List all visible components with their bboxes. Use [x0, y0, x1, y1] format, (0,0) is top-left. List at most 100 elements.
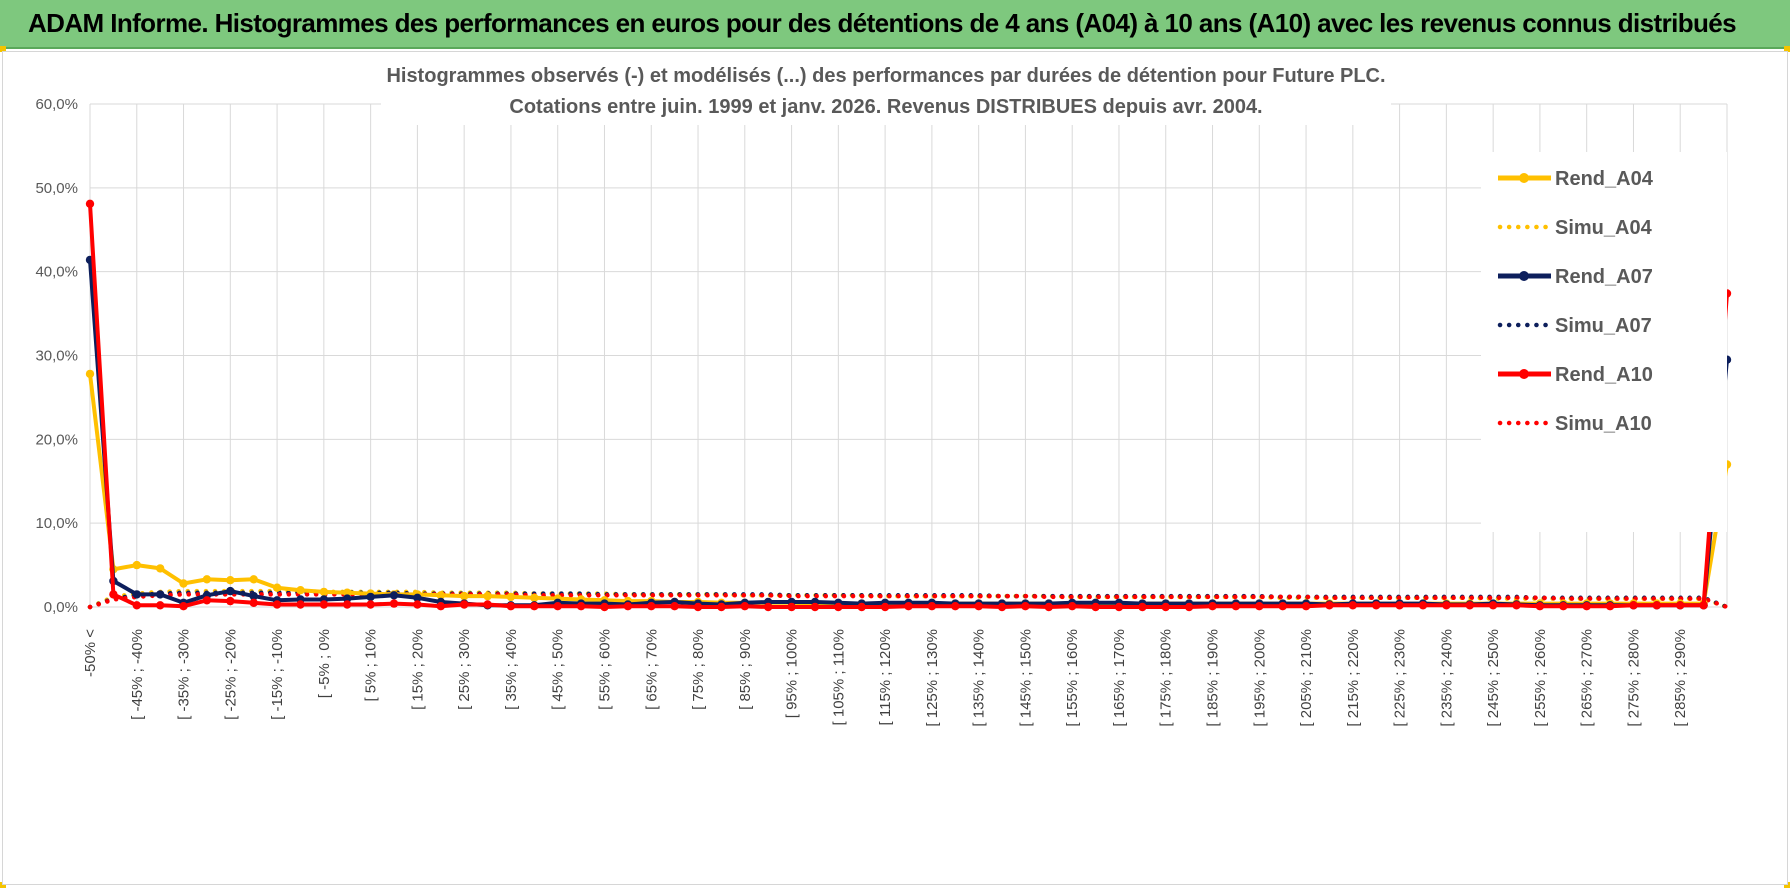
data-point-rend-a10[interactable] [296, 600, 305, 609]
chart-area[interactable]: 0,0% 10,0% 20,0% 30,0% 40,0% 50,0% 60,0% -50% <… [2, 51, 1788, 885]
data-point-rend-a10[interactable] [1465, 601, 1475, 610]
data-point-rend-a07[interactable] [413, 593, 422, 602]
data-point-rend-a10[interactable] [436, 602, 445, 611]
data-point-rend-a10[interactable] [1605, 602, 1615, 611]
data-point-rend-a04[interactable] [85, 369, 95, 379]
selection-handle-bottom-right[interactable] [1784, 882, 1790, 888]
data-point-rend-a10[interactable] [1652, 601, 1662, 610]
data-point-rend-a10[interactable] [1582, 602, 1591, 611]
data-point-rend-a10[interactable] [389, 599, 399, 608]
data-point-rend-a10[interactable] [202, 596, 212, 605]
data-point-rend-a10[interactable] [1629, 601, 1638, 610]
data-point-rend-a10[interactable] [647, 602, 656, 611]
data-point-rend-a04[interactable] [156, 564, 165, 573]
data-point-rend-a10[interactable] [1114, 602, 1124, 612]
data-point-rend-a10[interactable] [413, 600, 422, 609]
data-point-rend-a10[interactable] [834, 602, 843, 612]
legend-background [1481, 152, 1727, 532]
data-point-rend-a10[interactable] [1325, 601, 1334, 610]
data-point-rend-a10[interactable] [1231, 602, 1241, 611]
data-point-rend-a10[interactable] [249, 598, 258, 607]
data-point-rend-a10[interactable] [1138, 602, 1147, 612]
data-point-rend-a10[interactable] [460, 600, 469, 609]
data-point-rend-a10[interactable] [810, 602, 820, 612]
data-point-rend-a10[interactable] [319, 600, 329, 609]
data-point-rend-a10[interactable] [951, 602, 960, 611]
data-point-rend-a10[interactable] [857, 602, 866, 612]
data-point-rend-a10[interactable] [1301, 602, 1311, 611]
data-point-rend-a10[interactable] [1091, 602, 1100, 612]
data-point-rend-a10[interactable] [553, 602, 562, 611]
data-point-rend-a04[interactable] [436, 591, 445, 600]
data-point-rend-a10[interactable] [343, 600, 352, 609]
data-point-rend-a04[interactable] [179, 579, 188, 588]
data-point-rend-a10[interactable] [997, 602, 1007, 612]
data-point-rend-a10[interactable] [623, 602, 633, 611]
data-point-rend-a10[interactable] [600, 602, 609, 612]
data-point-rend-a10[interactable] [1512, 601, 1521, 610]
selection-handle-top-left[interactable] [0, 46, 6, 52]
data-point-rend-a10[interactable] [1699, 601, 1708, 610]
data-point-rend-a04[interactable] [132, 560, 141, 570]
data-point-rend-a10[interactable] [576, 602, 586, 611]
data-point-rend-a10[interactable] [1161, 602, 1170, 612]
data-point-rend-a04[interactable] [226, 576, 235, 585]
data-point-rend-a10[interactable] [1418, 601, 1428, 610]
selection-handle-bottom-left[interactable] [0, 882, 6, 888]
data-point-rend-a10[interactable] [1208, 602, 1217, 611]
data-point-rend-a10[interactable] [272, 600, 282, 609]
data-point-rend-a10[interactable] [740, 602, 749, 611]
data-point-rend-a07[interactable] [366, 592, 375, 602]
data-point-rend-a10[interactable] [483, 600, 492, 609]
data-point-rend-a07[interactable] [249, 591, 258, 601]
data-point-rend-a04[interactable] [249, 575, 258, 584]
data-point-rend-a04[interactable] [483, 591, 492, 601]
data-point-rend-a10[interactable] [1442, 601, 1451, 610]
data-point-rend-a10[interactable] [366, 600, 375, 609]
data-point-rend-a07[interactable] [226, 586, 235, 596]
data-point-rend-a10[interactable] [1395, 601, 1404, 610]
data-point-rend-a04[interactable] [202, 575, 212, 584]
data-point-rend-a10[interactable] [85, 199, 95, 208]
data-point-rend-a04[interactable] [506, 592, 516, 602]
data-point-rend-a10[interactable] [974, 602, 983, 611]
data-point-rend-a10[interactable] [156, 601, 165, 610]
data-point-rend-a04[interactable] [272, 583, 282, 592]
data-point-rend-a10[interactable] [1372, 601, 1381, 610]
data-point-rend-a04[interactable] [343, 588, 352, 597]
data-point-rend-a10[interactable] [506, 602, 516, 611]
data-point-rend-a10[interactable] [1348, 601, 1358, 610]
data-point-rend-a04[interactable] [296, 586, 305, 595]
data-point-rend-a10[interactable] [1676, 601, 1685, 610]
data-point-rend-a10[interactable] [670, 602, 679, 611]
data-point-rend-a04[interactable] [530, 593, 539, 602]
data-point-rend-a10[interactable] [1278, 602, 1287, 611]
data-point-rend-a10[interactable] [1044, 602, 1054, 612]
data-point-rend-a07[interactable] [343, 594, 352, 603]
data-point-rend-a10[interactable] [1559, 602, 1568, 611]
data-point-rend-a10[interactable] [1021, 602, 1030, 611]
data-point-rend-a10[interactable] [1068, 602, 1077, 611]
data-point-rend-a10[interactable] [880, 602, 890, 612]
data-point-rend-a10[interactable] [179, 602, 188, 611]
data-point-rend-a10[interactable] [787, 602, 796, 612]
data-point-rend-a04[interactable] [460, 591, 469, 601]
selection-handle-top-right[interactable] [1784, 46, 1790, 52]
data-point-rend-a10[interactable] [132, 601, 141, 610]
data-point-rend-a04[interactable] [319, 587, 329, 597]
data-point-rend-a10[interactable] [1255, 602, 1264, 611]
data-point-rend-a10[interactable] [904, 602, 913, 611]
data-point-rend-a07[interactable] [389, 591, 399, 600]
data-point-rend-a10[interactable] [1488, 601, 1498, 610]
data-point-rend-a10[interactable] [226, 596, 235, 606]
data-point-rend-a10[interactable] [693, 602, 703, 612]
data-point-rend-a10[interactable] [1535, 602, 1545, 611]
data-point-rend-a07[interactable] [132, 590, 141, 599]
data-point-rend-a07[interactable] [156, 590, 165, 599]
data-point-rend-a10[interactable] [530, 602, 539, 611]
data-point-rend-a10[interactable] [717, 602, 726, 612]
data-point-rend-a10[interactable] [109, 590, 118, 599]
data-point-rend-a10[interactable] [1184, 602, 1194, 612]
data-point-rend-a10[interactable] [764, 602, 773, 612]
data-point-rend-a10[interactable] [927, 602, 937, 611]
